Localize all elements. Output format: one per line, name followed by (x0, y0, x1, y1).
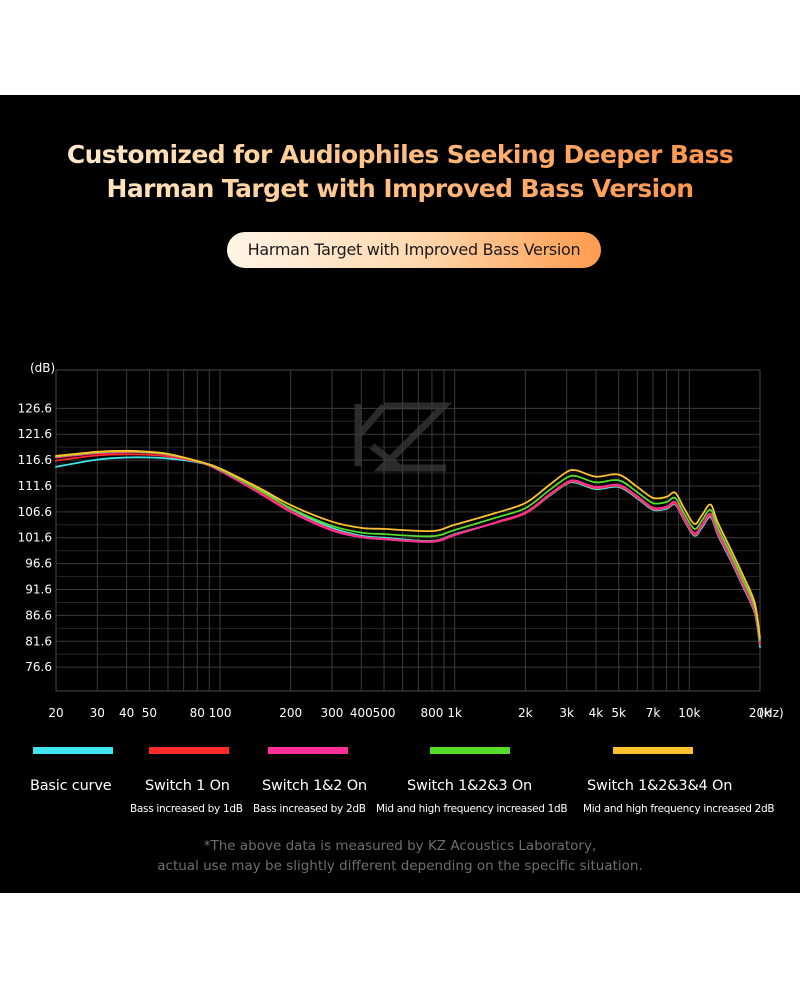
x-tick-label: 300 (321, 706, 344, 720)
x-tick-label: 4k (589, 706, 604, 720)
x-tick-label: 10k (678, 706, 700, 720)
x-tick-label: 1k (447, 706, 462, 720)
y-tick-label: 106.6 (18, 505, 52, 519)
legend-swatch (430, 747, 510, 754)
y-tick-label: 111.6 (18, 479, 52, 493)
y-tick-label: 86.6 (25, 608, 52, 622)
y-axis-labels: 126.6 121.6 116.6 111.6 106.6 101.6 96.6 91.6 86… (18, 401, 52, 674)
y-tick-label: 101.6 (18, 531, 52, 545)
legend-sublabel: Mid and high frequency increased 2dB (583, 803, 775, 815)
legend-label: Basic curve (30, 778, 112, 794)
target-pill: Harman Target with Improved Bass Version (227, 232, 601, 268)
x-tick-label: 100 (209, 706, 232, 720)
x-tick-label: 400 (350, 706, 373, 720)
chart-grid (55, 369, 761, 692)
y-tick-label: 81.6 (25, 634, 52, 648)
legend-label: Switch 1&2&3 On (407, 778, 533, 794)
footnote-line-1: *The above data is measured by KZ Acoust… (203, 838, 597, 854)
x-tick-label: 200 (279, 706, 302, 720)
legend-swatch (33, 747, 113, 754)
x-axis-labels: 20 30 40 50 80 100 200 300 400 500 800 1k 2k 3k 4k 5k 7k… (48, 706, 771, 720)
legend-label: Switch 1&2 On (262, 778, 367, 794)
x-tick-label: 20k (749, 706, 771, 720)
kz-logo-stroke (369, 443, 403, 471)
x-tick-label: 800 (420, 706, 443, 720)
kz-logo-stroke (373, 402, 453, 472)
footnote: *The above data is measured by KZ Acoust… (0, 836, 800, 876)
legend-swatch (149, 747, 229, 754)
x-tick-label: 3k (559, 706, 574, 720)
series-line-5 (55, 449, 761, 639)
legend-sublabel: Bass increased by 1dB (130, 803, 243, 815)
chart-frame (55, 369, 761, 692)
y-axis-unit: (dB) (30, 361, 55, 375)
x-tick-label: 7k (646, 706, 661, 720)
footnote-line-2: actual use may be slightly different dep… (157, 858, 643, 874)
legend-label: Switch 1&2&3&4 On (587, 778, 733, 794)
x-tick-label: 50 (142, 706, 157, 720)
y-tick-label: 76.6 (25, 660, 52, 674)
x-tick-label: 80 (190, 706, 205, 720)
x-tick-label: 40 (119, 706, 134, 720)
series-lines (55, 449, 761, 648)
y-tick-label: 126.6 (18, 401, 52, 415)
x-tick-label: 30 (90, 706, 105, 720)
x-tick-label: 500 (373, 706, 396, 720)
legend-swatch (268, 747, 348, 754)
x-tick-label: 2k (518, 706, 533, 720)
series-line-4 (55, 450, 761, 642)
legend-sublabel: Bass increased by 2dB (253, 803, 366, 815)
y-tick-label: 91.6 (25, 583, 52, 597)
x-tick-label: 20 (48, 706, 63, 720)
y-tick-label: 96.6 (25, 557, 52, 571)
legend-sublabel: Mid and high frequency increased 1dB (376, 803, 568, 815)
y-tick-label: 121.6 (18, 427, 52, 441)
kz-logo-watermark (354, 402, 453, 472)
y-tick-label: 116.6 (18, 453, 52, 467)
legend-label: Switch 1 On (145, 778, 230, 794)
x-tick-label: 5k (611, 706, 626, 720)
series-line-3 (55, 451, 761, 644)
legend-swatch (613, 747, 693, 754)
x-axis-unit: (Hz) (759, 706, 784, 720)
